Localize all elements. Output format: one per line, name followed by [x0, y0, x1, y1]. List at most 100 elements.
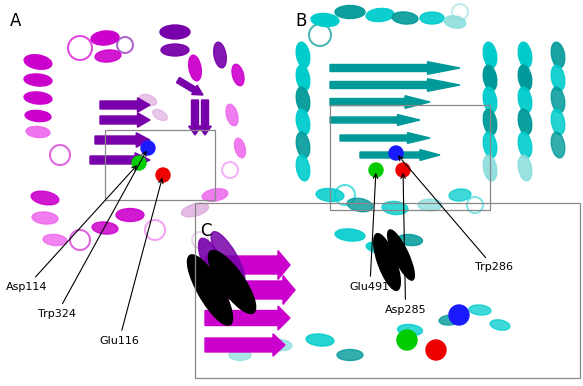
Ellipse shape — [335, 5, 365, 19]
Ellipse shape — [418, 199, 442, 211]
Ellipse shape — [296, 132, 310, 158]
Text: B: B — [295, 12, 307, 30]
Ellipse shape — [483, 42, 497, 68]
Ellipse shape — [226, 104, 238, 126]
Bar — [197, 215, 580, 383]
Ellipse shape — [160, 25, 190, 39]
Bar — [290, 0, 583, 230]
Circle shape — [369, 163, 383, 177]
Text: Glu491: Glu491 — [350, 174, 390, 292]
Circle shape — [141, 141, 155, 155]
Ellipse shape — [25, 110, 51, 122]
Ellipse shape — [392, 12, 418, 24]
Ellipse shape — [24, 74, 52, 86]
Ellipse shape — [490, 320, 510, 330]
Ellipse shape — [551, 132, 565, 158]
Ellipse shape — [551, 87, 565, 113]
FancyArrow shape — [360, 150, 440, 161]
Text: A: A — [10, 12, 22, 30]
Ellipse shape — [268, 339, 292, 350]
Ellipse shape — [449, 189, 471, 201]
Circle shape — [389, 146, 403, 160]
Ellipse shape — [95, 50, 121, 62]
Ellipse shape — [296, 109, 310, 135]
Circle shape — [397, 330, 417, 350]
Ellipse shape — [296, 42, 310, 68]
Bar — [195, 203, 580, 378]
Ellipse shape — [43, 234, 67, 245]
Ellipse shape — [483, 132, 497, 158]
Ellipse shape — [214, 42, 226, 68]
Ellipse shape — [551, 109, 565, 135]
Ellipse shape — [518, 87, 532, 113]
Ellipse shape — [188, 255, 233, 325]
Ellipse shape — [199, 238, 231, 298]
Text: Asp285: Asp285 — [385, 174, 426, 315]
FancyArrow shape — [340, 133, 430, 144]
Ellipse shape — [211, 232, 245, 284]
Ellipse shape — [483, 109, 497, 135]
Ellipse shape — [296, 65, 310, 91]
Ellipse shape — [398, 324, 423, 335]
Bar — [105, 130, 215, 200]
FancyArrow shape — [199, 100, 211, 135]
Ellipse shape — [382, 201, 408, 215]
Ellipse shape — [24, 92, 52, 104]
Ellipse shape — [551, 65, 565, 91]
Bar — [198, 216, 579, 382]
Text: Trp286: Trp286 — [399, 156, 513, 273]
Ellipse shape — [306, 334, 334, 346]
Ellipse shape — [439, 315, 461, 325]
Ellipse shape — [518, 109, 532, 135]
FancyArrow shape — [330, 79, 460, 91]
Ellipse shape — [347, 198, 373, 212]
Ellipse shape — [469, 305, 491, 315]
Ellipse shape — [366, 242, 394, 254]
Ellipse shape — [116, 208, 144, 222]
Ellipse shape — [31, 191, 59, 205]
Ellipse shape — [420, 12, 444, 24]
Ellipse shape — [296, 155, 310, 181]
FancyArrow shape — [95, 133, 150, 147]
FancyArrow shape — [330, 96, 430, 108]
Text: Asp114: Asp114 — [6, 166, 136, 292]
Bar — [0, 0, 270, 270]
FancyArrow shape — [189, 100, 201, 135]
FancyArrow shape — [90, 153, 150, 167]
Ellipse shape — [232, 64, 244, 86]
Ellipse shape — [316, 188, 344, 201]
FancyArrow shape — [205, 276, 295, 305]
FancyArrow shape — [330, 62, 460, 74]
Ellipse shape — [483, 87, 497, 113]
FancyArrow shape — [100, 113, 150, 127]
Circle shape — [156, 168, 170, 182]
FancyArrow shape — [330, 115, 420, 125]
FancyArrow shape — [177, 78, 203, 95]
Ellipse shape — [444, 16, 466, 28]
Ellipse shape — [91, 31, 119, 45]
Ellipse shape — [202, 189, 228, 201]
FancyArrow shape — [100, 98, 150, 112]
Bar — [330, 105, 490, 210]
Ellipse shape — [296, 87, 310, 113]
Ellipse shape — [518, 65, 532, 91]
Ellipse shape — [32, 212, 58, 224]
Circle shape — [396, 163, 410, 177]
Ellipse shape — [311, 14, 339, 27]
Ellipse shape — [518, 42, 532, 68]
Ellipse shape — [189, 55, 201, 81]
Ellipse shape — [388, 230, 415, 280]
Ellipse shape — [139, 95, 157, 106]
Circle shape — [426, 340, 446, 360]
Circle shape — [132, 156, 146, 170]
Ellipse shape — [518, 155, 532, 181]
Ellipse shape — [374, 234, 401, 290]
Ellipse shape — [234, 138, 245, 158]
Ellipse shape — [181, 203, 209, 217]
Ellipse shape — [483, 155, 497, 181]
Ellipse shape — [398, 234, 423, 245]
FancyArrow shape — [205, 251, 290, 279]
Ellipse shape — [24, 55, 52, 69]
Ellipse shape — [208, 251, 256, 313]
Ellipse shape — [518, 132, 532, 158]
